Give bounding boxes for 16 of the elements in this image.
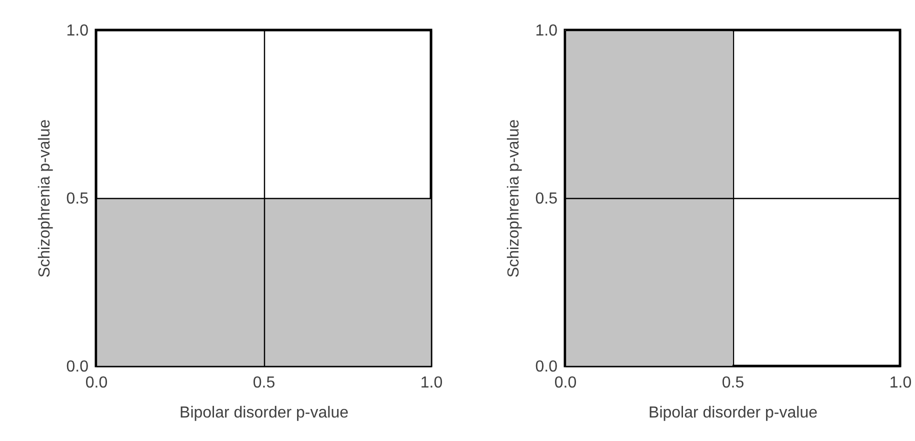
y-tick-label: 0.0 xyxy=(535,358,558,376)
x-tick-label: 1.0 xyxy=(420,374,443,392)
x-tick-label: 0.0 xyxy=(85,374,108,392)
y-axis-title: Schizophrenia p-value xyxy=(36,119,54,278)
y-axis-title: Schizophrenia p-value xyxy=(505,119,522,278)
x-tick-label: 0.5 xyxy=(252,374,276,392)
x-axis-title: Bipolar disorder p-value xyxy=(648,404,818,422)
x-tick-label: 0.5 xyxy=(722,374,744,392)
x-tick-label: 0.0 xyxy=(554,374,577,392)
y-tick-label: 0.5 xyxy=(535,190,558,208)
x-axis-title: Bipolar disorder p-value xyxy=(180,404,349,422)
y-tick-label: 0.0 xyxy=(66,358,89,376)
y-tick-label: 0.5 xyxy=(66,190,89,208)
y-tick-label: 1.0 xyxy=(66,22,89,40)
x-tick-label: 1.0 xyxy=(889,374,912,392)
y-tick-label: 1.0 xyxy=(535,22,558,40)
